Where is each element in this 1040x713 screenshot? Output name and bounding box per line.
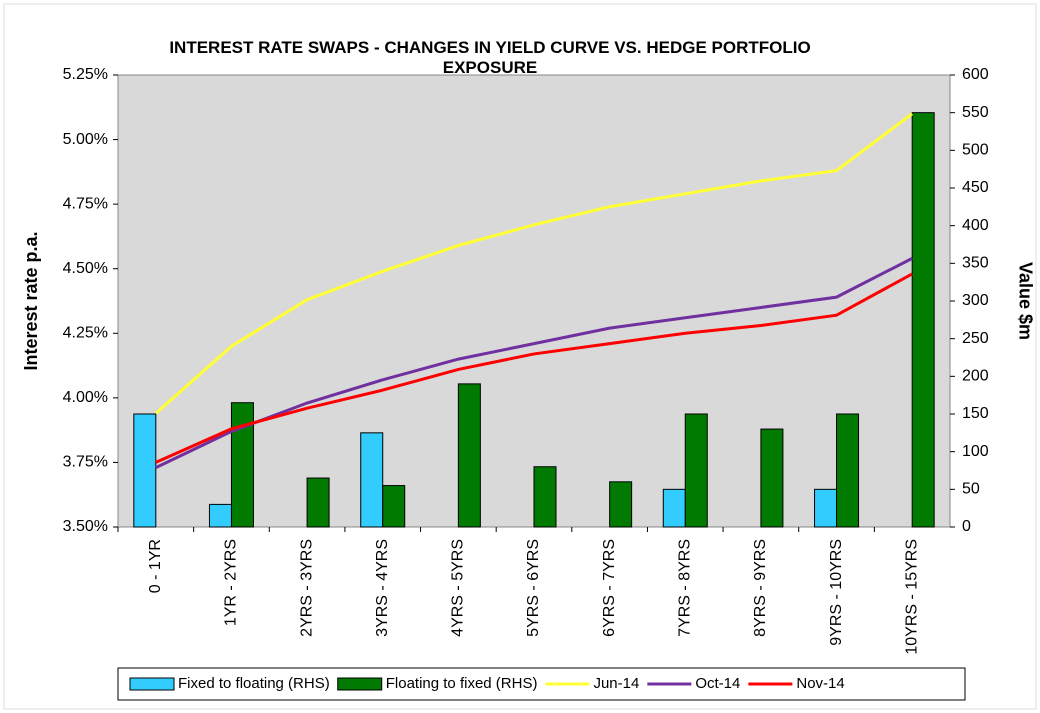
y2-tick-label: 600 <box>962 66 989 83</box>
bar <box>533 466 557 528</box>
legend-label: Fixed to floating (RHS) <box>178 675 330 692</box>
y-tick-label: 3.50% <box>63 518 108 535</box>
x-tick-label: 10YRS - 15YRS <box>903 539 920 655</box>
legend-swatch <box>129 677 175 691</box>
y2-tick-label: 350 <box>962 255 989 272</box>
legend-label: Nov-14 <box>796 675 844 692</box>
bar <box>836 413 860 528</box>
line <box>155 272 913 464</box>
y-axis-label: Interest rate p.a. <box>21 231 41 370</box>
y2-tick-label: 400 <box>962 217 989 234</box>
legend-label: Jun-14 <box>593 675 639 692</box>
bar <box>360 432 384 528</box>
y2-tick-label: 150 <box>962 405 989 422</box>
bar <box>684 413 708 528</box>
x-tick-label: 9YRS - 10YRS <box>828 539 845 646</box>
y2-tick-label: 250 <box>962 330 989 347</box>
bar <box>609 481 633 528</box>
x-tick-label: 1YR - 2YRS <box>223 539 240 626</box>
y2-tick-label: 100 <box>962 443 989 460</box>
legend-label: Oct-14 <box>695 675 740 692</box>
frame <box>3 3 1037 710</box>
x-tick-label: 7YRS - 8YRS <box>676 539 693 637</box>
bar <box>814 488 838 528</box>
y2-tick-label: 200 <box>962 368 989 385</box>
y-tick-label: 4.25% <box>63 325 108 342</box>
x-tick-label: 3YRS - 4YRS <box>374 539 391 637</box>
x-tick-label: 4YRS - 5YRS <box>450 539 467 637</box>
y-tick-label: 4.75% <box>63 195 108 212</box>
line <box>155 257 913 469</box>
bar <box>230 402 254 528</box>
x-tick-label: 5YRS - 6YRS <box>525 539 542 637</box>
legend-swatch <box>337 677 383 691</box>
bar <box>760 428 784 528</box>
y2-tick-label: 450 <box>962 179 989 196</box>
y2-tick-label: 300 <box>962 292 989 309</box>
bar <box>306 477 330 528</box>
y-tick-label: 4.00% <box>63 389 108 406</box>
legend-box <box>117 667 966 701</box>
x-tick-label: 0 - 1YR <box>147 539 164 593</box>
x-tick-label: 6YRS - 7YRS <box>601 539 618 637</box>
y2-tick-label: 0 <box>962 518 971 535</box>
bar <box>382 485 406 528</box>
y2-tick-label: 50 <box>962 481 980 498</box>
y2-tick-label: 500 <box>962 142 989 159</box>
y-tick-label: 4.50% <box>63 260 108 277</box>
bar <box>457 383 481 528</box>
y-tick-label: 3.75% <box>63 454 108 471</box>
y-tick-label: 5.00% <box>63 131 108 148</box>
legend-label: Floating to fixed (RHS) <box>386 675 538 692</box>
bar <box>662 488 686 528</box>
x-tick-label: 8YRS - 9YRS <box>752 539 769 637</box>
bar <box>911 112 935 528</box>
y-tick-label: 5.25% <box>63 66 108 83</box>
chart-title: INTEREST RATE SWAPS - CHANGES IN YIELD C… <box>169 38 811 77</box>
line <box>154 112 914 415</box>
x-tick-label: 2YRS - 3YRS <box>298 539 315 637</box>
bar <box>208 503 232 528</box>
y2-axis-label: Value $m <box>1015 262 1035 340</box>
y2-tick-label: 550 <box>962 104 989 121</box>
bar <box>133 413 157 528</box>
